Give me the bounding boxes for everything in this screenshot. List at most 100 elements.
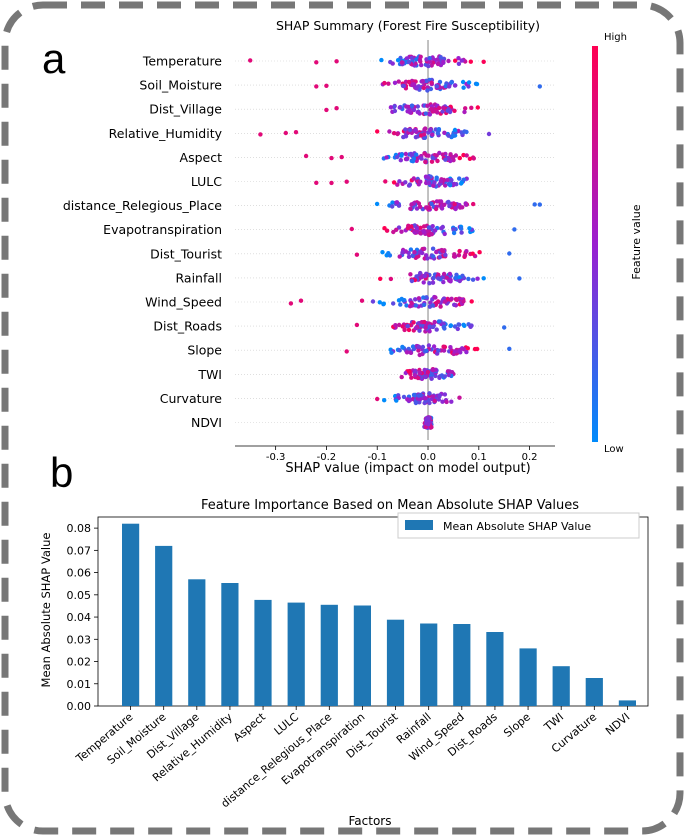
colorbar-low-label: Low xyxy=(604,444,624,455)
shap-point xyxy=(463,106,468,111)
shap-point xyxy=(486,131,492,137)
shap-point xyxy=(354,322,360,328)
shap-point xyxy=(430,224,435,229)
shap-point xyxy=(433,295,438,300)
shap-point xyxy=(441,324,446,330)
shap-point xyxy=(425,421,430,426)
shap-point xyxy=(414,57,419,62)
shap-point xyxy=(416,296,422,301)
shap-point xyxy=(449,370,455,375)
shap-point xyxy=(435,57,440,62)
shap-point xyxy=(404,350,410,355)
shap-point xyxy=(416,344,421,349)
shap-point xyxy=(334,106,339,111)
feature-label: Aspect xyxy=(180,150,223,165)
bar xyxy=(453,624,471,706)
shap-point xyxy=(467,226,472,231)
shap-point xyxy=(391,131,397,136)
shap-point xyxy=(430,132,435,137)
shap-point xyxy=(448,158,453,164)
shap-point xyxy=(389,350,394,355)
shap-point xyxy=(435,61,441,67)
shap-point xyxy=(470,251,475,256)
shap-point xyxy=(438,199,444,204)
feature-label: Dist_Roads xyxy=(153,319,222,334)
shap-point xyxy=(422,273,427,279)
shap-point xyxy=(407,398,412,403)
feature-label: Dist_Tourist xyxy=(150,246,222,261)
shap-point xyxy=(398,158,403,163)
shap-point xyxy=(441,321,446,326)
shap-feature-rows: Temperature Soil_Moisture Dist_Village Rela… xyxy=(63,40,555,440)
shap-point xyxy=(391,180,397,185)
shap-point xyxy=(447,84,452,89)
shap-point xyxy=(456,56,461,61)
shap-point xyxy=(426,63,431,69)
shap-point xyxy=(453,153,459,158)
shap-point xyxy=(394,398,399,403)
shap-point xyxy=(438,178,444,184)
shap-point xyxy=(460,205,465,210)
shap-point xyxy=(405,323,410,329)
bar-chart-title: Feature Importance Based on Mean Absolut… xyxy=(201,498,579,513)
shap-point xyxy=(446,133,451,138)
bar-y-axis: 0.00 0.01 0.02 0.03 0.04 0.05 0.06 0.07 0.08 xyxy=(67,522,98,713)
shap-point xyxy=(408,206,413,211)
shap-point xyxy=(502,325,507,330)
shap-point xyxy=(400,83,406,89)
shap-point xyxy=(471,201,476,207)
shap-point xyxy=(441,344,446,349)
bar-legend: Mean Absolute SHAP Value xyxy=(397,512,640,539)
shap-point xyxy=(441,279,446,285)
feature-label: Relative_Humidity xyxy=(109,126,223,141)
shap-point xyxy=(417,400,422,405)
shap-point xyxy=(436,348,441,353)
feature-label: Temperature xyxy=(142,54,222,69)
shap-point xyxy=(382,398,387,403)
shap-point xyxy=(298,298,304,303)
shap-point xyxy=(379,57,384,63)
colorbar-title: Feature value xyxy=(630,204,643,279)
shap-tick-label: 0.1 xyxy=(471,452,487,463)
shap-point xyxy=(397,348,402,353)
bar xyxy=(221,583,239,706)
shap-point xyxy=(413,368,418,373)
shap-point xyxy=(414,86,419,91)
bar-y-tick-label: 0.03 xyxy=(67,633,92,646)
shap-point xyxy=(443,183,448,188)
bar-y-tick-label: 0.01 xyxy=(67,678,92,691)
shap-tick-label: -0.1 xyxy=(367,452,387,463)
shap-point xyxy=(394,200,400,205)
shap-point xyxy=(443,299,448,304)
shap-point xyxy=(461,177,466,182)
shap-point xyxy=(407,369,412,374)
shap-point xyxy=(463,202,469,207)
bar xyxy=(155,545,173,706)
bar xyxy=(552,666,570,706)
shap-point xyxy=(475,276,480,281)
shap-point xyxy=(411,156,417,161)
shap-point xyxy=(409,202,414,207)
shap-point xyxy=(457,155,462,161)
shap-point xyxy=(477,250,482,255)
feature-label: TWI xyxy=(197,367,222,382)
shap-point xyxy=(410,253,416,259)
shap-point xyxy=(422,151,427,156)
shap-point xyxy=(339,154,344,160)
shap-point xyxy=(435,158,440,164)
bar xyxy=(287,602,305,706)
shap-point xyxy=(462,109,467,115)
shap-point xyxy=(403,180,408,185)
shap-point xyxy=(417,328,422,333)
bar-y-tick-label: 0.02 xyxy=(67,656,92,669)
shap-point xyxy=(404,104,409,109)
shap-point xyxy=(424,78,429,84)
shap-point xyxy=(398,302,403,307)
shap-point xyxy=(427,205,432,211)
shap-point xyxy=(437,105,442,111)
shap-point xyxy=(414,152,419,157)
bar xyxy=(519,648,537,706)
shap-point xyxy=(349,226,354,232)
shap-point xyxy=(434,175,439,180)
shap-point xyxy=(418,270,423,276)
